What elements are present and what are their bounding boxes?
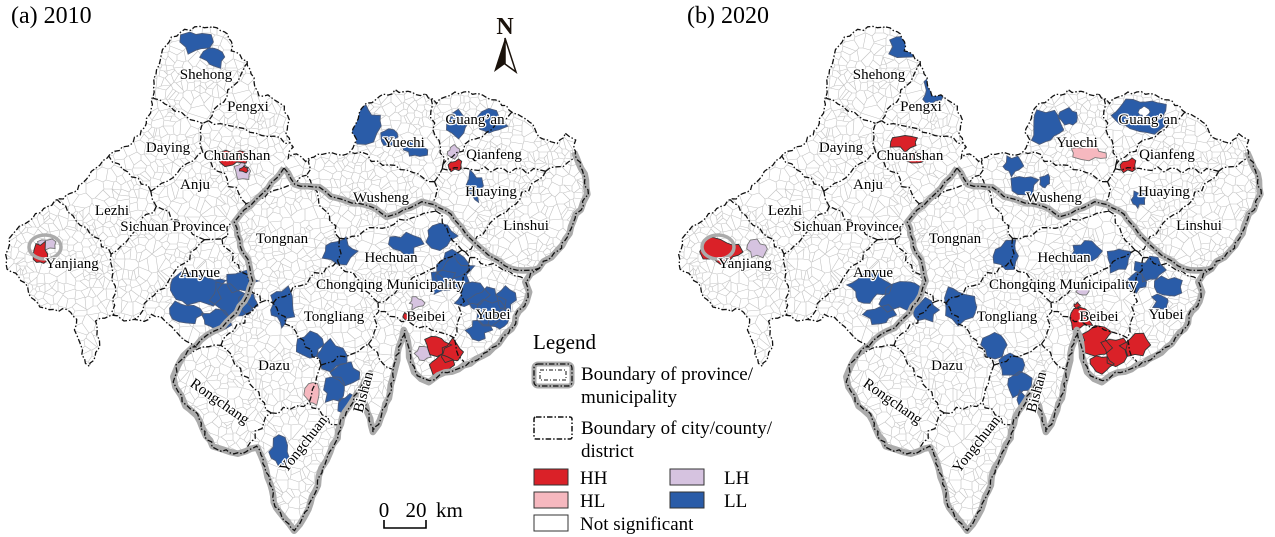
svg-text:municipality: municipality — [581, 387, 678, 408]
svg-text:Legend: Legend — [533, 330, 596, 354]
svg-text:20: 20 — [406, 498, 427, 522]
svg-text:(b) 2020: (b) 2020 — [687, 3, 769, 29]
svg-text:Not significant: Not significant — [580, 514, 694, 535]
svg-text:HL: HL — [580, 491, 605, 512]
svg-text:district: district — [581, 441, 634, 462]
svg-text:(a) 2010: (a) 2010 — [11, 3, 92, 29]
svg-text:Boundary of city/county/: Boundary of city/county/ — [581, 418, 773, 439]
svg-text:N: N — [496, 14, 514, 40]
svg-text:km: km — [436, 498, 463, 522]
svg-text:HH: HH — [580, 468, 608, 489]
svg-text:0: 0 — [379, 498, 390, 522]
svg-text:LL: LL — [724, 491, 747, 512]
svg-text:Boundary of province/: Boundary of province/ — [581, 364, 754, 385]
svg-text:LH: LH — [724, 468, 750, 489]
